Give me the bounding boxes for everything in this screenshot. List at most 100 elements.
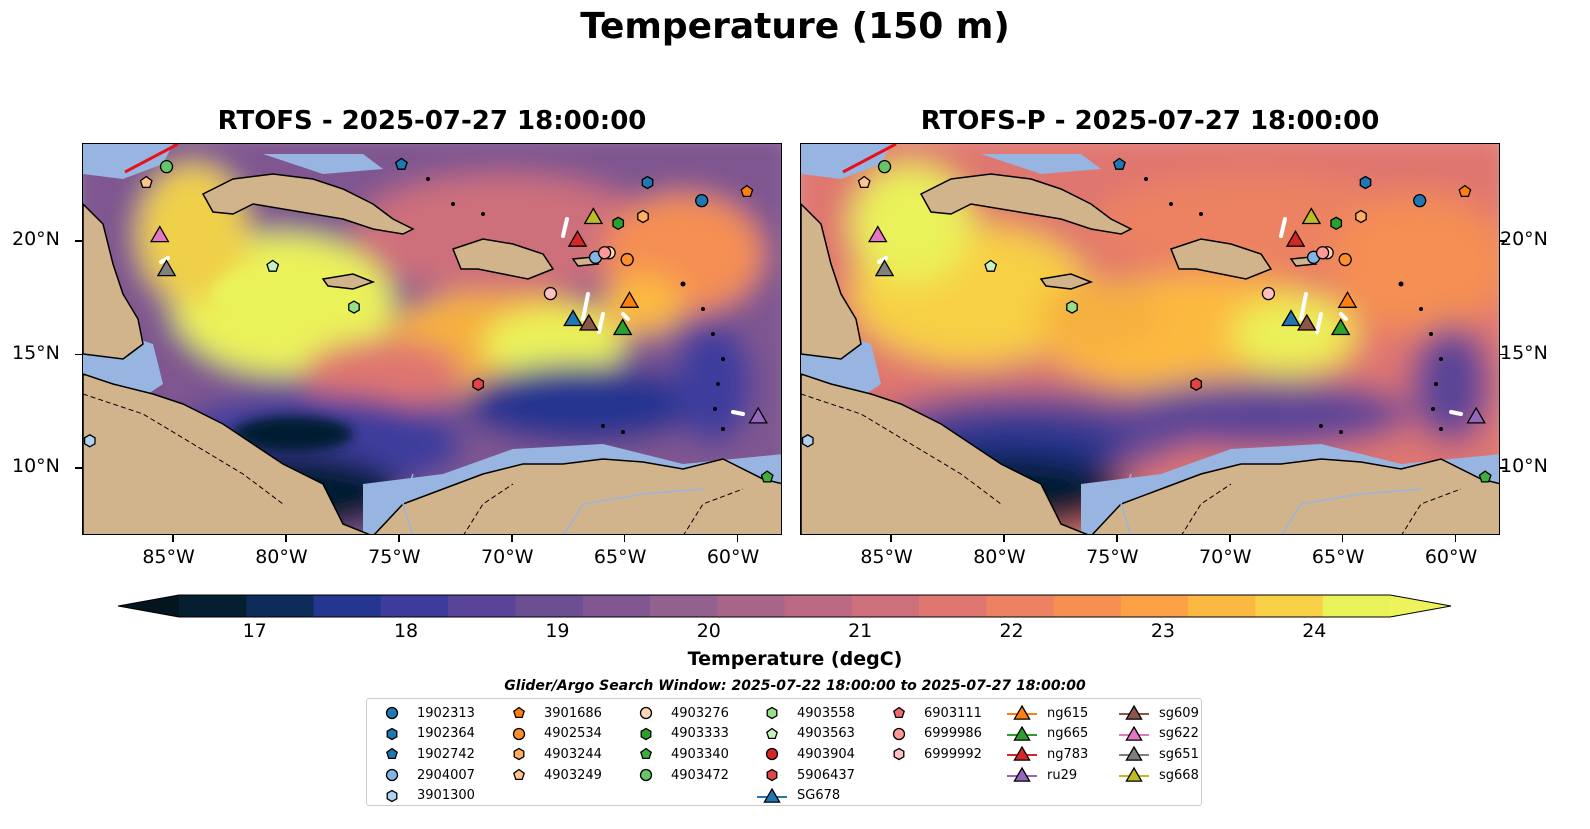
legend-item-label: 4903333	[671, 726, 729, 742]
observation-marker-SG678	[1281, 309, 1301, 327]
legend-marker-icon	[386, 727, 398, 741]
legend-item-4903904: 4903904	[755, 744, 855, 765]
observation-marker-4903472	[877, 160, 892, 174]
legend-marker-icon	[892, 727, 906, 741]
legend-marker-icon	[640, 748, 652, 760]
legend-column: 1902313 1902364 1902742 2904007 3901300	[375, 703, 475, 806]
legend-marker-icon	[766, 768, 778, 782]
colorbar-segment	[448, 595, 516, 617]
observation-marker-4902534	[1338, 252, 1352, 267]
section-line	[842, 144, 897, 174]
legend-marker-icon	[513, 748, 525, 761]
legend-item-6903111: 6903111	[882, 703, 982, 724]
legend-item-1902364: 1902364	[375, 724, 475, 745]
colorbar-segment	[919, 595, 987, 617]
observation-marker-3901300	[83, 434, 96, 448]
colorbar-tick-label: 23	[1150, 620, 1176, 642]
lon-tick-label: 85°W	[860, 546, 913, 568]
colorbar-segment	[313, 595, 382, 617]
lon-tick-label: 75°W	[1086, 546, 1139, 568]
colorbar-tick-label: 18	[393, 620, 419, 642]
observation-marker-4903244	[1355, 209, 1367, 224]
legend-marker-icon	[386, 748, 398, 760]
observation-marker-6999986	[597, 246, 612, 260]
lon-tick-label: 70°W	[481, 546, 534, 568]
legend-column: sg609 sg622 sg651 sg668	[1117, 703, 1199, 785]
lat-tick-mark	[1500, 240, 1507, 242]
legend-item-2904007: 2904007	[375, 765, 475, 786]
lon-tick-mark	[1003, 535, 1005, 542]
colorbar-segment	[515, 595, 584, 617]
observation-markers	[83, 157, 774, 483]
search-window-text: Glider/Argo Search Window: 2025-07-22 18…	[504, 678, 1086, 694]
lat-tick-mark	[1500, 467, 1507, 469]
legend-item-label: sg609	[1159, 705, 1199, 721]
lat-tick-label: 15°N	[1500, 341, 1548, 364]
legend-marker-icon	[765, 748, 779, 761]
lon-tick-mark	[511, 535, 513, 542]
observation-marker-4903563	[984, 259, 998, 272]
lon-tick-mark	[1454, 535, 1457, 542]
legend-item-label: 4903904	[797, 746, 855, 762]
legend-item-4903558: 4903558	[755, 703, 855, 724]
colorbar-over-arrow	[1390, 595, 1451, 617]
lon-tick-label: 65°W	[1311, 546, 1365, 568]
legend-item-label: ng665	[1047, 726, 1089, 742]
colorbar-segment	[851, 595, 920, 617]
lon-tick-label: 60°W	[706, 546, 760, 568]
legend-marker-icon	[639, 707, 653, 720]
legend-marker-icon	[639, 768, 653, 782]
colorbar-title: Temperature (degC)	[687, 648, 903, 670]
observation-marker-ng783	[1285, 229, 1306, 247]
legend-item-sg609: sg609	[1117, 703, 1199, 724]
colorbar-segment	[1053, 595, 1122, 617]
colorbar-outline	[117, 594, 1452, 618]
lat-tick-label: 10°N	[12, 455, 60, 478]
observation-marker-4903249	[857, 175, 871, 189]
colorbar	[117, 594, 1452, 618]
legend-item-4903276: 4903276	[629, 703, 729, 724]
temperature-map-rtofs	[83, 144, 781, 534]
lat-tick-label: 20°N	[1500, 228, 1548, 251]
colorbar-segment	[1322, 595, 1391, 617]
legend-item-ng615: ng615	[1005, 703, 1088, 724]
observation-marker-ru29	[748, 406, 768, 424]
lat-tick-label: 20°N	[12, 228, 60, 251]
legend-item-label: 6999992	[924, 746, 982, 762]
lon-tick-mark	[285, 535, 287, 542]
lon-tick-label: 70°W	[1199, 546, 1252, 568]
legend-item-3901686: 3901686	[502, 703, 602, 724]
legend-marker-icon	[385, 768, 399, 782]
observation-marker-1902364	[1359, 175, 1372, 190]
lon-tick-label: 75°W	[368, 546, 421, 568]
panel-title-rtofs-p: RTOFS-P - 2025-07-27 18:00:00	[920, 106, 1380, 136]
legend-item-sg622: sg622	[1117, 724, 1199, 745]
colorbar-segment	[649, 595, 718, 617]
legend-marker-icon	[1119, 705, 1149, 721]
legend-item-sg668: sg668	[1117, 765, 1199, 786]
map-panel-rtofs	[82, 143, 782, 535]
colorbar-segment	[717, 595, 785, 617]
lon-tick-label: 80°W	[973, 546, 1026, 568]
figure-title: Temperature (150 m)	[580, 6, 1010, 47]
legend-marker-icon	[1119, 766, 1149, 782]
observation-marker-3901686	[740, 184, 754, 198]
colorbar-segment	[784, 595, 853, 617]
legend-item-label: 1902364	[417, 726, 475, 742]
legend-column: 3901686 4902534 4903244 4903249	[502, 703, 602, 785]
legend-item-label: sg651	[1159, 746, 1199, 762]
legend-item-4902534: 4902534	[502, 724, 602, 745]
observation-marker-sg609	[578, 313, 599, 331]
legend-column: 6903111 6999986 6999992	[882, 703, 982, 765]
legend-item-label: 4903563	[797, 726, 855, 742]
colorbar-segment	[986, 595, 1055, 617]
lon-tick-mark	[623, 535, 626, 542]
legend-marker-icon	[513, 706, 525, 719]
legend-item-label: 3901686	[544, 705, 602, 721]
lon-tick-mark	[1229, 535, 1231, 542]
observation-marker-sg651	[156, 259, 177, 277]
legend-item-label: 4903249	[544, 767, 602, 783]
observation-marker-4903558	[348, 300, 360, 314]
legend-item-6999992: 6999992	[882, 744, 982, 765]
observation-marker-6903111	[1330, 216, 1343, 231]
